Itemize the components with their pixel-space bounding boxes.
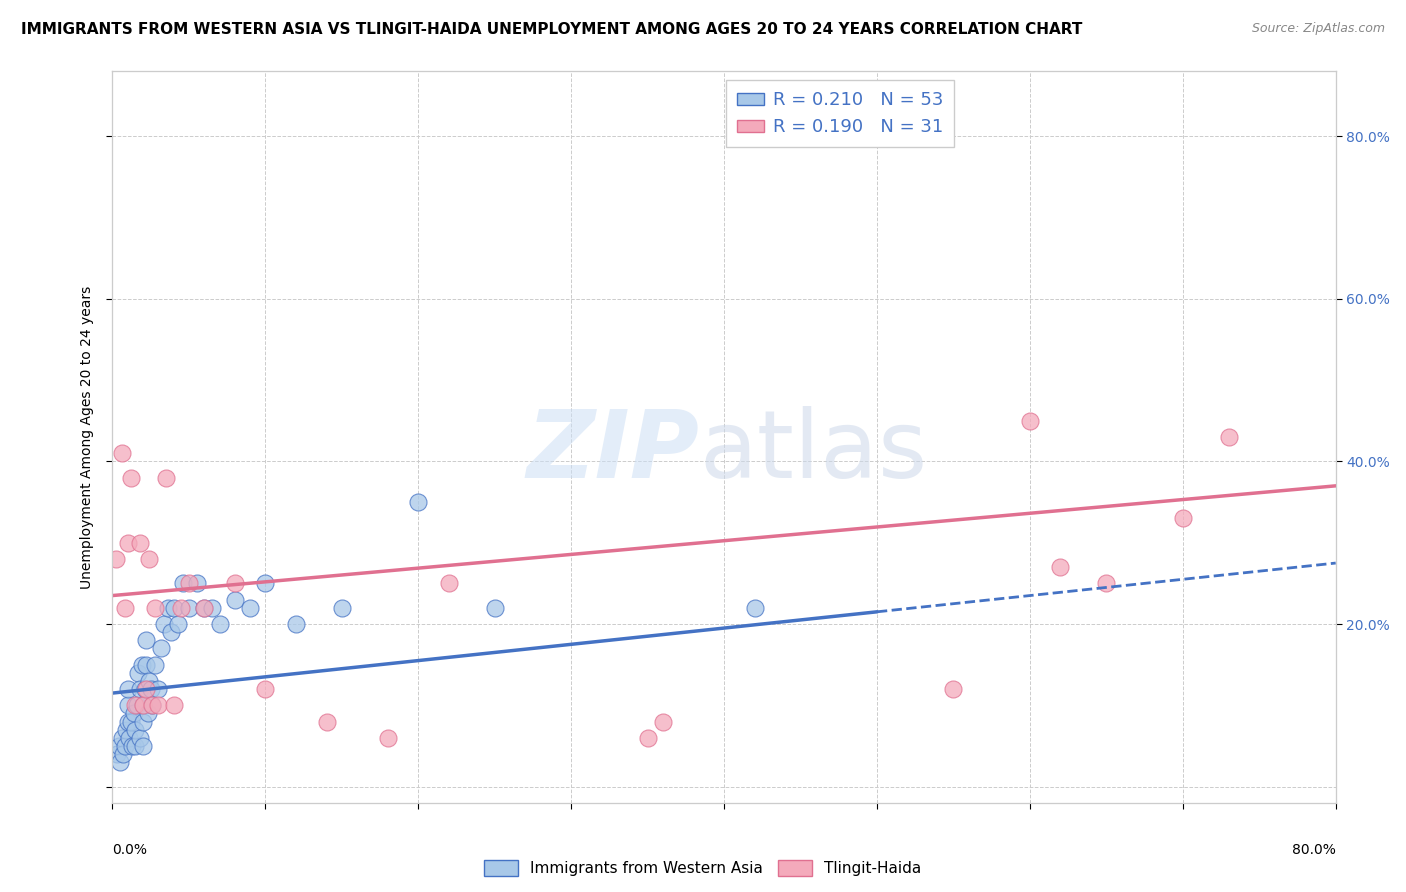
Point [177,576,200,591]
Point [141,698,163,713]
Point [1095,576,1118,591]
Point [124,698,146,713]
Point [132,714,155,729]
Point [138,552,160,566]
Point [744,600,766,615]
Point [141,698,163,713]
Point [131,657,153,672]
Point [148,698,170,713]
Point [155,471,177,485]
Point [1049,560,1071,574]
Point [1171,511,1194,525]
Point [156,600,179,615]
Point [143,600,166,615]
Point [437,576,460,591]
Point [143,657,166,672]
Point [118,731,141,745]
Point [111,731,134,745]
Point [117,535,139,549]
Point [163,698,186,713]
Point [942,681,965,696]
Point [167,617,190,632]
Point [135,657,157,672]
Point [177,600,200,615]
Point [138,673,160,688]
Point [134,681,156,696]
Point [107,739,129,753]
Point [172,576,194,591]
Point [201,600,224,615]
Point [121,739,143,753]
Point [124,739,146,753]
Point [193,600,215,615]
Point [127,665,149,680]
Point [117,698,139,713]
Point [239,600,262,615]
Point [104,552,127,566]
Point [125,698,148,713]
Point [254,576,277,591]
Point [132,698,155,713]
Point [108,755,131,769]
Point [132,739,155,753]
Point [170,600,193,615]
Point [159,625,181,640]
Point [284,617,308,632]
Point [135,681,157,696]
Point [136,706,159,721]
Point [114,600,136,615]
Point [224,576,246,591]
Point [652,714,675,729]
Text: 0.0%: 0.0% [112,843,148,857]
Point [163,600,186,615]
Point [224,592,246,607]
Point [122,706,145,721]
Point [637,731,659,745]
Point [330,600,353,615]
Point [114,739,136,753]
Point [186,576,208,591]
Point [112,747,135,761]
Text: 80.0%: 80.0% [1292,843,1336,857]
Point [129,681,152,696]
Point [150,641,173,656]
Point [148,681,170,696]
Point [115,723,138,737]
Y-axis label: Unemployment Among Ages 20 to 24 years: Unemployment Among Ages 20 to 24 years [80,285,94,589]
Point [193,600,215,615]
Point [111,446,134,460]
Point [139,681,162,696]
Text: atlas: atlas [700,406,928,498]
Point [377,731,399,745]
Text: IMMIGRANTS FROM WESTERN ASIA VS TLINGIT-HAIDA UNEMPLOYMENT AMONG AGES 20 TO 24 Y: IMMIGRANTS FROM WESTERN ASIA VS TLINGIT-… [21,22,1083,37]
Point [105,747,128,761]
Point [135,633,157,648]
Point [315,714,337,729]
Point [124,723,146,737]
Point [132,698,155,713]
Point [254,681,277,696]
Point [1218,430,1240,444]
Point [117,681,139,696]
Point [153,617,176,632]
Point [120,714,142,729]
Point [117,714,139,729]
Point [129,535,152,549]
Point [1018,414,1040,428]
Point [408,495,430,509]
Point [129,731,152,745]
Text: ZIP: ZIP [527,406,700,498]
Legend: Immigrants from Western Asia, Tlingit-Haida: Immigrants from Western Asia, Tlingit-Ha… [478,855,928,882]
Text: Source: ZipAtlas.com: Source: ZipAtlas.com [1251,22,1385,36]
Legend: R = 0.210   N = 53, R = 0.190   N = 31: R = 0.210 N = 53, R = 0.190 N = 31 [727,80,955,147]
Point [208,617,231,632]
Point [120,471,142,485]
Point [484,600,506,615]
